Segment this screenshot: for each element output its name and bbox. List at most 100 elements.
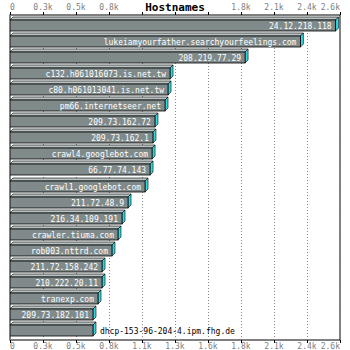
bar-top [10, 97, 168, 100]
tick-label: 0 [10, 342, 15, 350]
background [0, 0, 350, 350]
category-label: c132.h061016073.is.net.tw [46, 70, 167, 79]
bar [10, 148, 152, 159]
bar-side [300, 33, 303, 47]
bar-top [10, 306, 96, 309]
category-label: 209.73.182.101 [22, 311, 90, 320]
bar [10, 245, 112, 256]
tick-mark [76, 12, 77, 15]
bar-side [93, 306, 96, 320]
category-label: pm66.internetseer.net [60, 102, 161, 111]
category-label: 208.219.77.29 [178, 54, 241, 63]
bar-side [168, 81, 171, 95]
bar [10, 197, 128, 208]
bar-side [128, 194, 131, 208]
plot-frame [10, 15, 340, 340]
bar-side [155, 113, 158, 127]
bar-top [10, 65, 173, 68]
bar-top [10, 33, 303, 36]
tick-label: 0.8k [99, 3, 118, 12]
bar [10, 36, 300, 47]
bar-side [118, 226, 121, 240]
tick-label: 0.8k [99, 342, 118, 350]
bar-side [93, 322, 96, 336]
chart: Hostnames000.3k0.3k0.5k0.5k0.8k0.8k1.1k1… [0, 0, 350, 350]
bar-top [10, 17, 339, 20]
bar-side [112, 242, 115, 256]
title: Hostnames [145, 1, 205, 14]
bars [10, 17, 339, 336]
grid-line [340, 15, 341, 340]
bar-side [152, 145, 155, 159]
bar-top [10, 258, 105, 261]
category-label: c80.h061013041.is.net.tw [48, 86, 164, 95]
category-label: 210.222.20.11 [35, 279, 98, 288]
grid-line [241, 15, 242, 340]
tick-label: 2.4k [297, 3, 316, 12]
tick-label: 0.5k [66, 342, 85, 350]
tick-label: 0 [10, 3, 15, 12]
tick-label: 1.8k [231, 342, 250, 350]
bar [10, 116, 155, 127]
tick-label: 0.3k [33, 342, 52, 350]
category-label: dhcp-153-96-204-4.ipm.fhg.de [100, 327, 235, 336]
bar-top [10, 194, 131, 197]
tick-mark [142, 12, 143, 15]
grid-line [175, 15, 176, 340]
tick-mark [274, 12, 275, 15]
bar [10, 229, 118, 240]
bar [10, 52, 245, 63]
category-label: 211.72.158.242 [31, 263, 99, 272]
bar-top [10, 290, 101, 293]
bar-side [150, 161, 153, 175]
bar [10, 20, 336, 31]
bar-side [122, 210, 125, 224]
category-label: 66.77.74.143 [88, 166, 146, 175]
category-label: crawl1.googlebot.com [45, 183, 142, 192]
bar-side [98, 290, 101, 304]
tick-label: 0.5k [66, 3, 85, 12]
bar-side [102, 274, 105, 288]
grid-line [307, 15, 308, 340]
category-label: crawl4.googlebot.com [52, 150, 149, 159]
tick-label: 1.3k [165, 342, 184, 350]
tick-mark [208, 12, 209, 15]
category-label: 24.12.218.118 [269, 22, 332, 31]
tick-label: 2.6k [321, 342, 340, 350]
tick-label: 2.1k [264, 342, 283, 350]
bar [10, 325, 93, 336]
bar [10, 164, 150, 175]
bar-top [10, 49, 248, 52]
bar-top [10, 161, 153, 164]
bar-side [102, 258, 105, 272]
tick-mark [307, 12, 308, 15]
bar-top [10, 226, 121, 229]
tick-mark [10, 12, 11, 15]
tick-label: 2.6k [321, 3, 340, 12]
bar-top [10, 274, 105, 277]
grid-line [10, 15, 11, 340]
tick-mark [43, 12, 44, 15]
bar [10, 277, 102, 288]
bar-top [10, 322, 96, 325]
category-label: 209.73.162.72 [88, 118, 151, 127]
tick-label: 1.6k [198, 342, 217, 350]
bar-top [10, 242, 115, 245]
tick-label: 2.4k [297, 342, 316, 350]
grid-line [109, 15, 110, 340]
bar-top [10, 178, 148, 181]
category-label: 216.34.109.191 [51, 215, 119, 224]
tick-mark [109, 12, 110, 15]
bar [10, 181, 145, 192]
category-label: crawler.tiuma.com [32, 231, 114, 240]
bar [10, 261, 102, 272]
bar-side [153, 129, 156, 143]
tick-label: 2.1k [264, 3, 283, 12]
tick-label: 1.1k [132, 342, 151, 350]
bar [10, 68, 170, 79]
tick-label: 1.8k [231, 3, 250, 12]
bar-top [10, 81, 171, 84]
category-label: tranexp.com [41, 295, 94, 304]
tick-mark [241, 12, 242, 15]
grid-line [142, 15, 143, 340]
